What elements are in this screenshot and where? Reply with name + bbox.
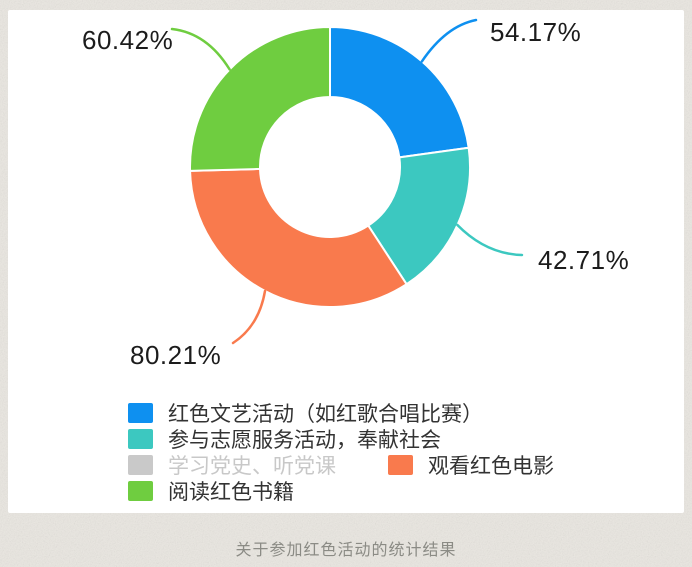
chart-panel: 60.42% 54.17% 42.71% 80.21% 红色文艺活动（如红歌合唱… bbox=[8, 10, 684, 513]
chart-caption: 关于参加红色活动的统计结果 bbox=[235, 542, 457, 559]
pie-slice-1[interactable] bbox=[366, 146, 471, 286]
legend-swatch-green[interactable] bbox=[128, 481, 153, 501]
legend-swatch-blue[interactable] bbox=[128, 403, 153, 423]
legend-label: 参与志愿服务活动，奉献社会 bbox=[168, 429, 441, 452]
donut-chart bbox=[170, 18, 524, 345]
leader-line-teal bbox=[456, 223, 524, 257]
legend-swatch-teal[interactable] bbox=[128, 429, 153, 449]
pie-label-volunteer: 42.71% bbox=[538, 245, 630, 275]
legend-item-volunteer[interactable]: 参与志愿服务活动，奉献社会 bbox=[128, 428, 441, 452]
legend-swatch-gray[interactable] bbox=[128, 455, 153, 475]
legend-item-red-movies[interactable]: 观看红色电影 bbox=[388, 454, 554, 478]
legend-item-reading-books[interactable]: 阅读红色书籍 bbox=[128, 480, 294, 504]
leader-line-blue bbox=[420, 18, 478, 63]
leader-line-orange bbox=[231, 289, 267, 345]
legend-label: 学习党史、听党课 bbox=[168, 455, 336, 478]
legend-label: 观看红色电影 bbox=[428, 455, 554, 478]
legend-label: 红色文艺活动（如红歌合唱比赛） bbox=[168, 403, 483, 426]
legend-swatch-orange[interactable] bbox=[388, 455, 413, 475]
pie-slice-0[interactable] bbox=[329, 25, 470, 159]
pie-label-reading-books: 60.42% bbox=[82, 25, 174, 55]
pie-slice-2[interactable] bbox=[189, 167, 408, 308]
leader-line-green bbox=[170, 27, 231, 71]
pie-label-arts-activity: 54.17% bbox=[490, 17, 582, 47]
pie-slice-3[interactable] bbox=[189, 25, 331, 172]
legend-item-arts-activity[interactable]: 红色文艺活动（如红歌合唱比赛） bbox=[128, 402, 483, 426]
legend-label: 阅读红色书籍 bbox=[168, 481, 294, 504]
pie-label-red-movies: 80.21% bbox=[130, 340, 222, 370]
legend-item-party-history-disabled[interactable]: 学习党史、听党课 bbox=[128, 454, 336, 478]
